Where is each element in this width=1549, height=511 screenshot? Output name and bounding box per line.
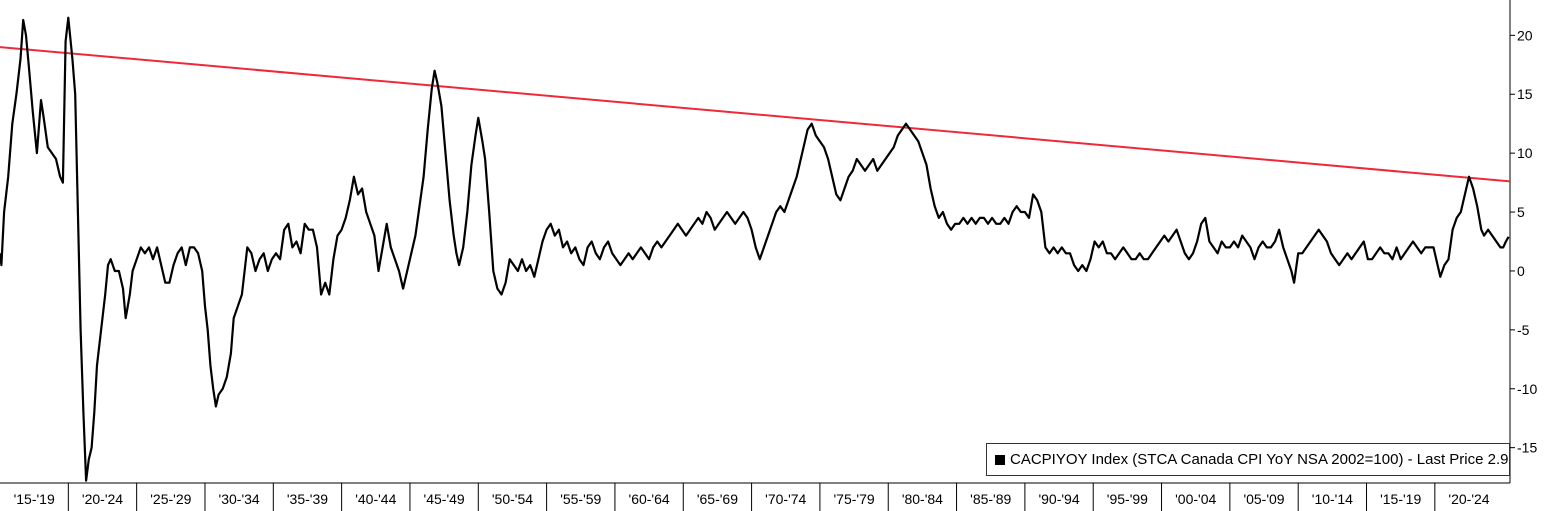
x-tick-label: '20-'24 [1448,491,1489,507]
y-tick-label: -5 [1517,322,1530,338]
trendline [0,46,1511,183]
y-axis-tick-labels: 20 15 10 5 0 -5 -10 -15 [1517,27,1537,455]
y-tick-label: 20 [1517,27,1533,43]
y-tick-label: 5 [1517,204,1525,220]
x-tick-label: '90-'94 [1038,491,1079,507]
y-tick-label: -15 [1517,440,1537,456]
x-tick-label: '55-'59 [560,491,601,507]
y-tick-label: 10 [1517,145,1533,161]
legend-label: CACPIYOY Index (STCA Canada CPI YoY NSA … [1010,451,1509,468]
legend: CACPIYOY Index (STCA Canada CPI YoY NSA … [986,443,1510,476]
y-tick-label: 15 [1517,86,1533,102]
x-tick-label: '05-'09 [1243,491,1284,507]
legend-swatch [995,454,1005,465]
series-line-cacpiyoy [0,16,1510,482]
x-tick-label: '95-'99 [1107,491,1148,507]
x-tick-label: '15-'19 [14,491,55,507]
x-tick-label: '40-'44 [355,491,396,507]
x-tick-label: '20-'24 [82,491,123,507]
y-axis-ticks [1510,34,1515,449]
x-tick-label: '80-'84 [902,491,943,507]
x-tick-label: '70-'74 [765,491,806,507]
last-value-text: 2.9 [1523,224,1542,239]
x-axis-ticks [67,483,1436,511]
y-tick-label: -10 [1517,381,1537,397]
x-tick-label: '60-'64 [629,491,670,507]
x-tick-label: '00-'04 [1175,491,1216,507]
x-tick-label: '65-'69 [697,491,738,507]
x-tick-label: '25-'29 [150,491,191,507]
x-tick-label: '50-'54 [492,491,533,507]
x-tick-label: '15-'19 [1380,491,1421,507]
y-tick-label: 0 [1517,263,1525,279]
x-tick-label: '75-'79 [833,491,874,507]
x-tick-label: '10-'14 [1312,491,1353,507]
x-axis-tick-labels: '15-'19 '20-'24 '25-'29 '30-'34 '35-'39 '40-'… [14,491,1490,507]
x-tick-label: '45-'49 [424,491,465,507]
x-tick-label: '30-'34 [219,491,260,507]
last-value-badge: 2.9 [1516,222,1549,241]
x-tick-label: '85-'89 [970,491,1011,507]
x-tick-label: '35-'39 [287,491,328,507]
